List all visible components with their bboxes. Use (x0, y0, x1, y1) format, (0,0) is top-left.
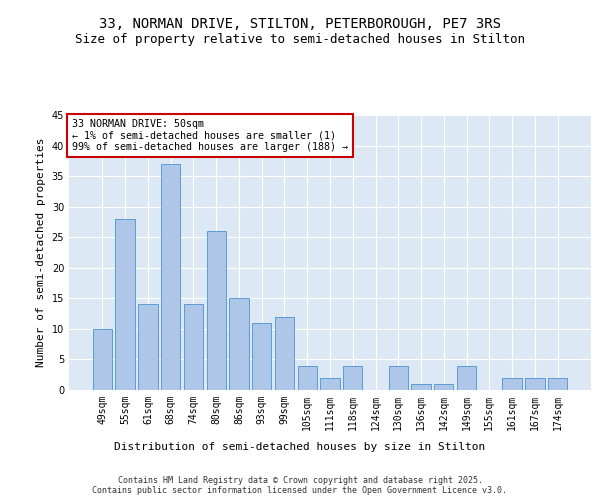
Bar (138, 304, 158, 390)
Bar (457, 366, 476, 390)
Text: Contains HM Land Registry data © Crown copyright and database right 2025.
Contai: Contains HM Land Registry data © Crown c… (92, 476, 508, 495)
Bar (275, 316, 294, 390)
Y-axis label: Number of semi-detached properties: Number of semi-detached properties (36, 138, 46, 367)
Text: 33 NORMAN DRIVE: 50sqm
← 1% of semi-detached houses are smaller (1)
99% of semi-: 33 NORMAN DRIVE: 50sqm ← 1% of semi-deta… (71, 119, 347, 152)
Bar (434, 384, 454, 390)
Bar (525, 378, 545, 390)
Bar (206, 231, 226, 390)
Bar (548, 378, 567, 390)
Bar (115, 219, 135, 390)
Text: Size of property relative to semi-detached houses in Stilton: Size of property relative to semi-detach… (75, 32, 525, 46)
Bar (343, 366, 362, 390)
Bar (298, 366, 317, 390)
Bar (161, 164, 181, 390)
Text: Distribution of semi-detached houses by size in Stilton: Distribution of semi-detached houses by … (115, 442, 485, 452)
Bar (320, 378, 340, 390)
Bar (93, 329, 112, 390)
Bar (184, 304, 203, 390)
Bar (389, 366, 408, 390)
Bar (252, 323, 271, 390)
Bar (412, 384, 431, 390)
Text: 33, NORMAN DRIVE, STILTON, PETERBOROUGH, PE7 3RS: 33, NORMAN DRIVE, STILTON, PETERBOROUGH,… (99, 18, 501, 32)
Bar (502, 378, 522, 390)
Bar (229, 298, 248, 390)
